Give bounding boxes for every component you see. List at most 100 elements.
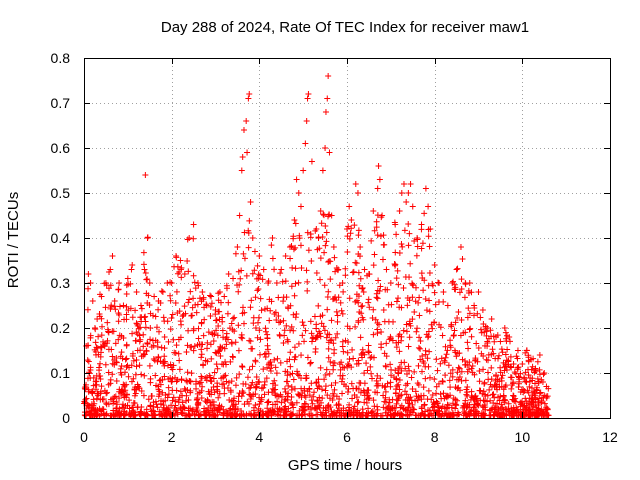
data-point <box>349 395 356 402</box>
data-point <box>459 404 466 411</box>
data-point <box>232 412 239 419</box>
data-point <box>491 338 498 345</box>
data-point <box>403 370 410 377</box>
data-point <box>193 309 200 316</box>
data-point <box>373 218 380 225</box>
data-point <box>352 181 359 187</box>
data-point <box>369 315 376 322</box>
data-point <box>458 286 465 293</box>
data-point <box>444 392 451 399</box>
data-point <box>537 409 544 416</box>
data-point <box>510 361 517 367</box>
data-point <box>301 338 308 345</box>
data-point <box>236 371 243 378</box>
data-point <box>253 384 260 391</box>
data-point <box>205 329 212 336</box>
data-point <box>247 396 254 403</box>
data-point <box>497 393 504 400</box>
data-point <box>141 372 148 379</box>
data-point <box>170 394 177 401</box>
data-point <box>361 380 368 387</box>
data-point <box>380 307 387 314</box>
data-point <box>273 316 280 323</box>
data-point <box>304 278 311 285</box>
data-point <box>422 347 429 354</box>
data-point <box>137 324 144 331</box>
data-point <box>304 95 311 102</box>
data-point <box>102 304 109 311</box>
data-point <box>351 222 358 229</box>
data-point <box>435 404 442 411</box>
data-point <box>462 329 469 336</box>
data-point <box>248 297 255 304</box>
data-point <box>241 255 248 262</box>
data-point <box>523 379 530 386</box>
data-point <box>389 337 396 344</box>
data-point <box>174 263 181 270</box>
data-point <box>324 293 331 300</box>
data-point <box>351 403 358 410</box>
data-point <box>409 386 416 393</box>
data-point <box>238 167 245 174</box>
data-point <box>267 307 274 314</box>
data-point <box>175 350 182 357</box>
data-point <box>512 398 519 405</box>
data-point <box>239 363 246 370</box>
data-point <box>131 386 138 393</box>
data-point <box>432 301 439 308</box>
data-point <box>125 373 132 380</box>
data-point <box>400 181 407 187</box>
data-point <box>284 372 291 379</box>
data-point <box>267 365 274 372</box>
data-point <box>498 401 505 408</box>
data-point <box>271 310 278 317</box>
data-point <box>259 408 266 415</box>
data-point <box>365 349 372 356</box>
data-point <box>144 276 151 283</box>
data-point <box>264 331 271 338</box>
data-point <box>255 412 262 419</box>
data-point <box>260 366 267 373</box>
data-point <box>409 294 416 301</box>
data-point <box>395 281 402 288</box>
data-point <box>250 320 257 327</box>
data-point <box>116 303 123 310</box>
data-point <box>106 269 113 276</box>
data-point <box>147 403 154 410</box>
data-point <box>276 405 283 412</box>
data-point <box>172 299 179 306</box>
data-point <box>545 385 552 392</box>
data-point <box>181 385 188 392</box>
data-point <box>504 332 511 339</box>
data-point <box>462 358 469 365</box>
data-point <box>290 246 297 253</box>
data-point <box>240 411 247 418</box>
data-point <box>348 217 355 223</box>
data-point <box>159 289 166 295</box>
data-point <box>332 268 339 275</box>
data-point <box>384 286 391 293</box>
data-point <box>159 406 166 413</box>
data-point <box>221 390 228 397</box>
data-point <box>393 396 400 403</box>
data-point <box>514 347 521 354</box>
data-point <box>388 372 395 379</box>
data-point <box>491 383 498 390</box>
data-point <box>95 333 102 340</box>
data-point <box>314 246 321 253</box>
data-point <box>508 364 515 371</box>
data-point <box>369 408 376 415</box>
data-point <box>251 411 258 418</box>
data-point <box>412 298 419 305</box>
data-point <box>269 255 276 262</box>
data-point <box>528 366 535 373</box>
data-point <box>175 396 182 403</box>
y-axis-title: ROTI / TECUs <box>5 192 22 288</box>
data-point <box>138 388 145 395</box>
data-point <box>340 288 347 295</box>
data-point <box>454 397 461 404</box>
data-point <box>535 379 542 386</box>
data-point <box>321 249 328 256</box>
data-point <box>151 293 158 300</box>
data-point <box>107 380 114 387</box>
